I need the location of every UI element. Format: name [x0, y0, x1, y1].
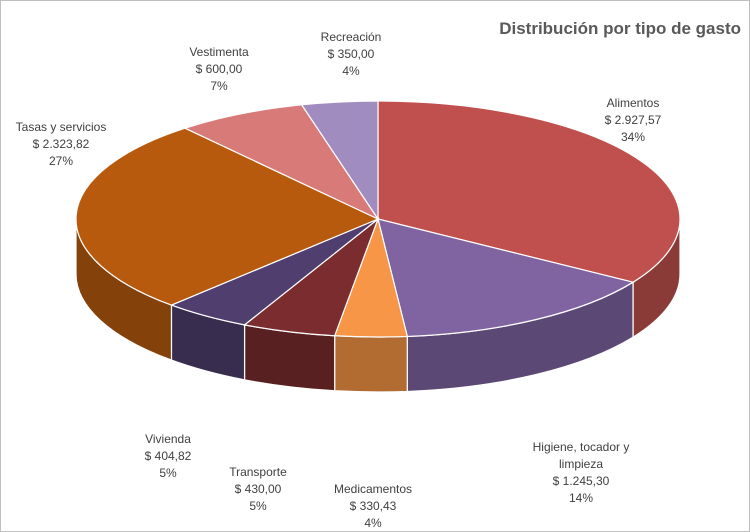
label-category: Recreación [320, 30, 382, 44]
data-label: Vivienda $ 404,82 5% [145, 431, 192, 482]
label-percent: 27% [48, 154, 74, 168]
label-value: $ 404,82 [144, 449, 192, 463]
slice [377, 218, 635, 338]
label-percent: 5% [249, 499, 267, 513]
label-category: Tasas y servicios [15, 120, 107, 134]
label-category: Vestimenta [189, 45, 249, 59]
label-value: $ 2.323,82 [32, 137, 90, 151]
label-value: $ 330,43 [349, 499, 397, 513]
data-label: Higiene, tocador y limpieza $ 1.245,30 14% [521, 439, 641, 507]
label-value: $ 2.927,57 [604, 113, 662, 127]
slice [183, 104, 380, 221]
label-value: $ 1.245,30 [552, 474, 610, 488]
slice-side [334, 335, 408, 393]
label-value: $ 430,00 [234, 482, 282, 496]
data-label: Transporte $ 430,00 5% [229, 464, 287, 515]
label-percent: 4% [342, 64, 360, 78]
label-value: $ 350,00 [327, 47, 375, 61]
label-value: $ 600,00 [195, 62, 243, 76]
data-label: Vestimenta $ 600,00 7% [189, 44, 248, 95]
data-label: Recreación $ 350,00 4% [321, 29, 382, 80]
label-percent: 7% [210, 79, 228, 93]
label-category: Vivienda [145, 432, 191, 446]
label-percent: 4% [364, 516, 382, 530]
label-percent: 5% [159, 466, 177, 480]
label-percent: 34% [620, 130, 646, 144]
chart-title: Distribución por tipo de gasto [499, 19, 741, 38]
label-category: Alimentos [606, 96, 660, 110]
data-label: Medicamentos $ 330,43 4% [333, 481, 413, 531]
label-category: Transporte [229, 465, 287, 479]
data-label: Alimentos $ 2.927,57 34% [605, 95, 662, 146]
slice [300, 100, 379, 221]
slice [75, 127, 380, 306]
label-category: Medicamentos [333, 482, 413, 496]
label-percent: 14% [568, 491, 594, 505]
slice [377, 100, 681, 283]
label-category: Higiene, tocador y limpieza [532, 440, 630, 471]
data-label: Tasas y servicios $ 2.323,82 27% [16, 119, 107, 170]
